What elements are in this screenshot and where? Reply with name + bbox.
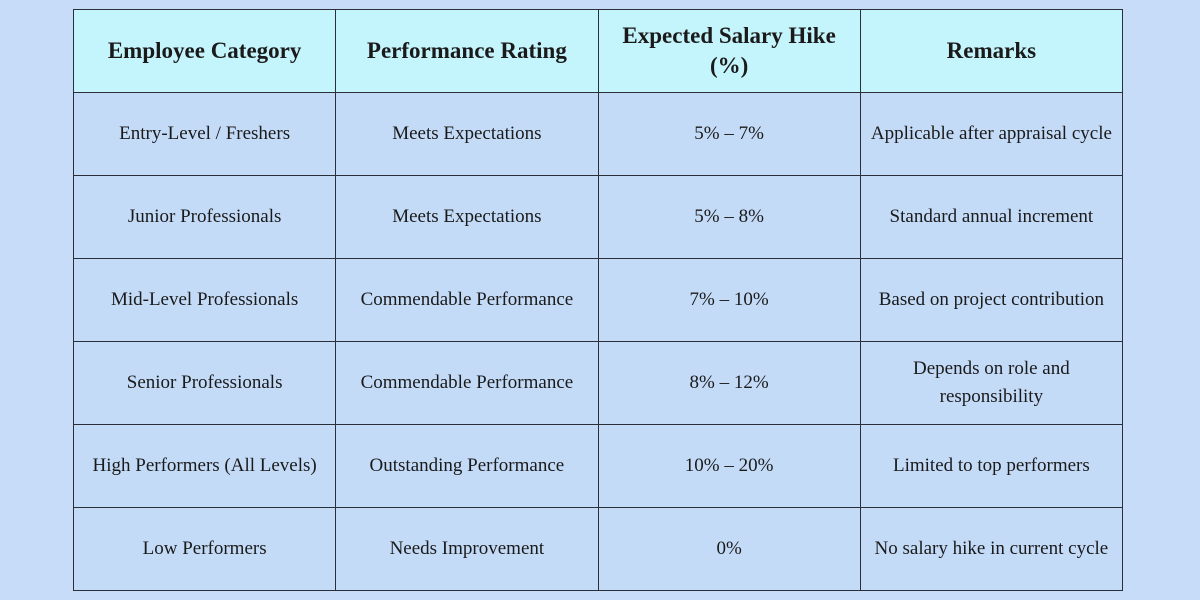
header-cell: Employee Category: [72, 9, 337, 93]
table-cell: 0%: [597, 507, 861, 591]
table-cell: High Performers (All Levels): [72, 424, 337, 508]
table-cell: 8% – 12%: [597, 341, 861, 425]
table-cell: Outstanding Performance: [335, 424, 599, 508]
table-cell: Mid-Level Professionals: [72, 258, 337, 342]
table-cell: Entry-Level / Freshers: [72, 92, 337, 176]
table-row: Senior Professionals Commendable Performa…: [72, 341, 1124, 425]
salary-table: Employee Category Performance Rating Expec…: [72, 9, 1124, 591]
table-cell: Depends on role and responsibility: [859, 341, 1124, 425]
table-cell: Meets Expectations: [335, 175, 599, 259]
table-cell: Applicable after appraisal cycle: [859, 92, 1124, 176]
header-cell: Remarks: [859, 9, 1124, 93]
table-row: Entry-Level / Freshers Meets Expectations…: [72, 92, 1124, 176]
table-container: Employee Category Performance Rating Expec…: [72, 9, 1124, 591]
table-cell: Standard annual increment: [859, 175, 1124, 259]
table-cell: Needs Improvement: [335, 507, 599, 591]
table-row: Low Performers Needs Improvement 0% No sala…: [72, 507, 1124, 591]
table-cell: 5% – 7%: [597, 92, 861, 176]
table-cell: No salary hike in current cycle: [859, 507, 1124, 591]
table-cell: Limited to top performers: [859, 424, 1124, 508]
table-cell: 5% – 8%: [597, 175, 861, 259]
table-cell: Based on project contribution: [859, 258, 1124, 342]
header-cell: Performance Rating: [335, 9, 599, 93]
table-cell: 10% – 20%: [597, 424, 861, 508]
table-row: Mid-Level Professionals Commendable Perfo…: [72, 258, 1124, 342]
header-row: Employee Category Performance Rating Expec…: [72, 9, 1124, 93]
table-row: High Performers (All Levels) Outstanding …: [72, 424, 1124, 508]
header-cell: Expected Salary Hike (%): [597, 9, 861, 93]
table-row: Junior Professionals Meets Expectations 5%…: [72, 175, 1124, 259]
table-cell: Junior Professionals: [72, 175, 337, 259]
table-cell: Commendable Performance: [335, 258, 599, 342]
table-cell: 7% – 10%: [597, 258, 861, 342]
table-cell: Meets Expectations: [335, 92, 599, 176]
table-cell: Senior Professionals: [72, 341, 337, 425]
table-cell: Commendable Performance: [335, 341, 599, 425]
table-body: Entry-Level / Freshers Meets Expectations…: [72, 92, 1124, 591]
table-cell: Low Performers: [72, 507, 337, 591]
